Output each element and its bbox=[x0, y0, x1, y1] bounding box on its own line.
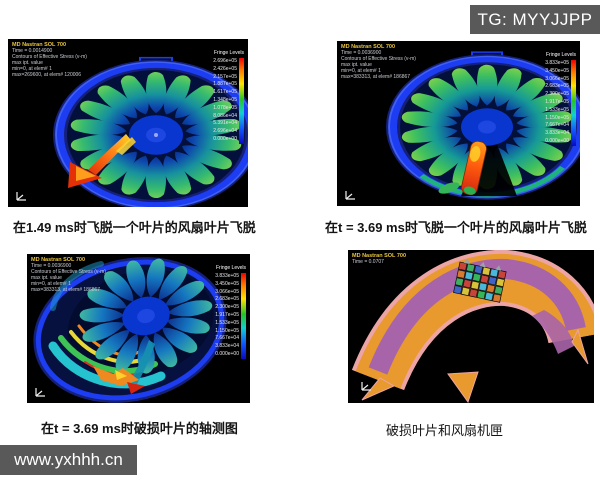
fringe-legend-title: Fringe Levels bbox=[215, 265, 246, 271]
watermark-text: www.yxhhh.cn bbox=[14, 450, 123, 469]
fan-front-graphic-2 bbox=[337, 41, 580, 206]
caption-panel-2: 在t = 3.69 ms时飞脱一个叶片的风扇叶片飞脱 bbox=[325, 220, 587, 235]
fan-blades bbox=[78, 257, 214, 375]
hub-center-mark bbox=[154, 133, 158, 137]
axis-triad-icon bbox=[35, 388, 45, 397]
fringe-legend-value: 1.150e+05 bbox=[215, 327, 239, 334]
fringe-legend-value: 1.887e+05 bbox=[213, 81, 237, 88]
panel-fan-isometric: MD Nastran SOL 700 Time = 0.0036900 Contou… bbox=[27, 254, 250, 403]
panel-fan-front-1-49ms: MD Nastran SOL 700 Time = 0.0014900 Contou… bbox=[8, 39, 248, 207]
solver-header-line: max=269600, at elem# 120006 bbox=[12, 72, 82, 78]
tag-label: TG: MYYJJPP bbox=[477, 9, 593, 29]
solver-header-line: max ipt. value bbox=[341, 62, 372, 68]
solver-header-line: Time = 0.0707 bbox=[352, 259, 384, 265]
solver-header-line: Contours of Effective Stress (v-m) bbox=[341, 56, 416, 62]
fringe-legend-value: 2.300e+05 bbox=[545, 91, 569, 98]
fan-case-graphic bbox=[348, 250, 594, 403]
fringe-colorbar bbox=[571, 60, 576, 146]
fringe-legend-value: 2.696e+05 bbox=[213, 58, 237, 64]
fringe-legend-value: 1.078e+05 bbox=[213, 104, 237, 111]
panel-fan-front-3-69ms: MD Nastran SOL 700 Time = 0.0036900 Contou… bbox=[337, 41, 580, 206]
solver-header-line: min=0, at elem# 1 bbox=[341, 68, 381, 74]
fringe-legend-value: 5.391e+04 bbox=[213, 120, 237, 127]
solver-header-line: Time = 0.0036900 bbox=[31, 263, 72, 269]
axis-triad-icon bbox=[16, 192, 26, 201]
solver-header: MD Nastran SOL 700 Time = 0.0014900 Contou… bbox=[12, 42, 87, 78]
damaged-blade bbox=[93, 340, 155, 394]
solver-header-line: MD Nastran SOL 700 bbox=[31, 257, 86, 263]
watermark-badge: www.yxhhh.cn bbox=[0, 445, 137, 475]
fringe-legend-value: 7.667e+04 bbox=[215, 335, 239, 342]
fringe-legend-value: 0.000e+00 bbox=[215, 350, 239, 357]
solver-header-line: Time = 0.0036900 bbox=[341, 50, 382, 56]
fringe-legend-value: 3.833e+05 bbox=[215, 273, 239, 279]
fringe-legend-value: 0.000e+00 bbox=[545, 137, 569, 144]
detached-blade bbox=[438, 140, 487, 196]
damaged-blade-mesh bbox=[453, 258, 507, 303]
fringe-colorbar bbox=[239, 58, 244, 144]
caption-panel-1: 在1.49 ms时飞脱一个叶片的风扇叶片飞脱 bbox=[13, 220, 256, 235]
fringe-legend-value: 1.917e+05 bbox=[545, 98, 569, 105]
fringe-legend-value: 0.000e+00 bbox=[213, 135, 237, 142]
fringe-legend-value: 2.683e+05 bbox=[545, 83, 569, 90]
caption-panel-3: 在t = 3.69 ms时破损叶片的轴测图 bbox=[41, 421, 238, 436]
fringe-legend-value: 1.617e+05 bbox=[213, 89, 237, 96]
fringe-legend: Fringe Levels 2.696e+05 2.426e+05 2.157e+0… bbox=[213, 50, 244, 144]
tag-badge: TG: MYYJJPP bbox=[470, 5, 600, 34]
solver-header-line: min=0, at elem# 1 bbox=[31, 281, 71, 287]
fringe-legend-value: 8.086e+04 bbox=[213, 112, 237, 119]
solver-header-line: max ipt. value bbox=[31, 275, 62, 281]
panel-fan-case-band: MD Nastran SOL 700 Time = 0.0707 bbox=[348, 250, 594, 403]
fringe-legend-value: 3.833e+05 bbox=[545, 60, 569, 66]
solver-header-line: max=383313, at elem# 186867 bbox=[341, 74, 411, 80]
solver-header-line: max=383313, at elem# 186867 bbox=[31, 287, 101, 293]
solver-header: MD Nastran SOL 700 Time = 0.0707 bbox=[352, 253, 406, 265]
fringe-legend-title: Fringe Levels bbox=[545, 52, 576, 58]
solver-header-line: MD Nastran SOL 700 bbox=[352, 253, 407, 259]
fringe-legend-value: 3.450e+05 bbox=[215, 280, 239, 287]
fringe-legend-value: 2.157e+05 bbox=[213, 73, 237, 80]
fan-isometric-graphic bbox=[27, 254, 250, 403]
solver-header-line: MD Nastran SOL 700 bbox=[341, 44, 396, 50]
fan-case-band bbox=[362, 269, 588, 403]
fringe-legend-value: 2.683e+05 bbox=[215, 296, 239, 303]
solver-header-line: max ipt. value bbox=[12, 60, 43, 66]
fringe-legend-title: Fringe Levels bbox=[213, 50, 244, 56]
fringe-colorbar bbox=[241, 273, 246, 359]
fan-hub bbox=[122, 296, 170, 336]
axis-triad-icon bbox=[345, 191, 355, 200]
solver-header-line: MD Nastran SOL 700 bbox=[12, 42, 67, 48]
fringe-legend: Fringe Levels 3.833e+05 3.450e+05 3.066e+0… bbox=[545, 52, 576, 146]
solver-header-line: Contours of Effective Stress (v-m) bbox=[31, 269, 106, 275]
fringe-legend-value: 1.348e+05 bbox=[213, 96, 237, 103]
fringe-legend-value: 1.533e+05 bbox=[215, 319, 239, 326]
fringe-legend-value: 3.066e+05 bbox=[215, 288, 239, 295]
fringe-legend-value: 3.450e+05 bbox=[545, 67, 569, 74]
fringe-legend-value: 3.833e+04 bbox=[215, 343, 239, 350]
fringe-legend-value: 1.917e+05 bbox=[215, 311, 239, 318]
detached-blade bbox=[68, 134, 136, 188]
fringe-legend-value: 2.696e+04 bbox=[213, 128, 237, 135]
fan-blades bbox=[69, 71, 243, 199]
fringe-legend-value: 7.667e+04 bbox=[545, 122, 569, 129]
caption-panel-4: 破损叶片和风扇机匣 bbox=[386, 423, 504, 438]
fringe-legend-value: 2.426e+05 bbox=[213, 65, 237, 72]
axis-triad-icon bbox=[361, 382, 371, 391]
solver-header-line: Time = 0.0014900 bbox=[12, 48, 53, 54]
fan-blades bbox=[400, 64, 574, 190]
fringe-legend-value: 3.066e+05 bbox=[545, 75, 569, 82]
solver-header: MD Nastran SOL 700 Time = 0.0036900 Contou… bbox=[341, 44, 416, 80]
solver-header: MD Nastran SOL 700 Time = 0.0036900 Contou… bbox=[31, 257, 106, 293]
fringe-legend-value: 1.533e+05 bbox=[545, 106, 569, 113]
fringe-legend-value: 1.150e+05 bbox=[545, 114, 569, 121]
fringe-legend-value: 3.833e+04 bbox=[545, 130, 569, 137]
fringe-legend-value: 2.300e+05 bbox=[215, 304, 239, 311]
solver-header-line: min=0, at elem# 1 bbox=[12, 66, 52, 72]
fan-front-graphic-1 bbox=[8, 39, 248, 207]
fringe-legend: Fringe Levels 3.833e+05 3.450e+05 3.066e+0… bbox=[215, 265, 246, 359]
solver-header-line: Contours of Effective Stress (v-m) bbox=[12, 54, 87, 60]
